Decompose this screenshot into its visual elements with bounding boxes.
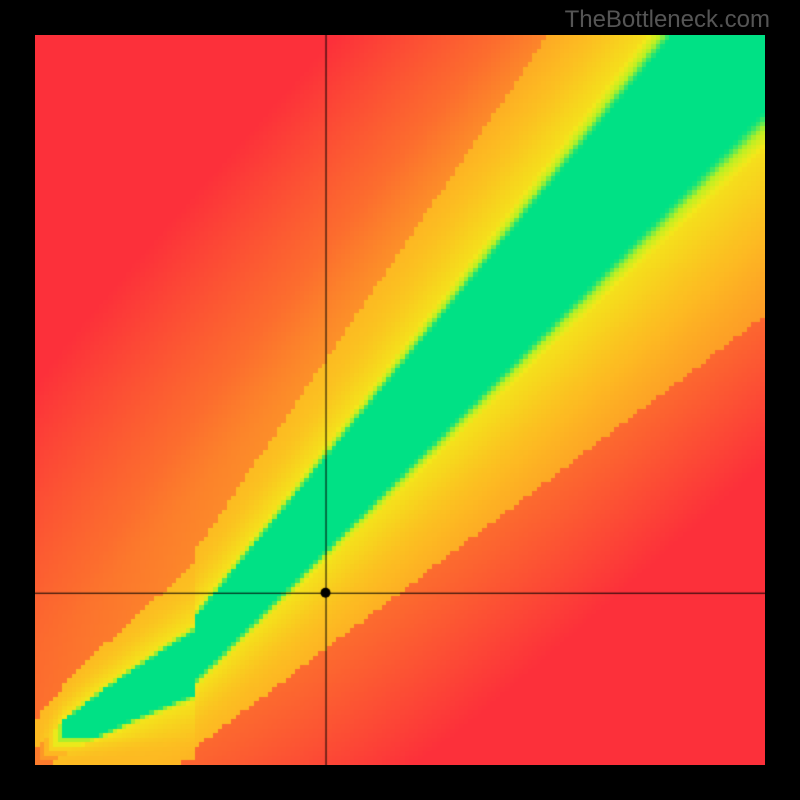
chart-container: TheBottleneck.com [0,0,800,800]
watermark-text: TheBottleneck.com [565,6,770,34]
heatmap-canvas [35,35,765,765]
plot-area [35,35,765,765]
